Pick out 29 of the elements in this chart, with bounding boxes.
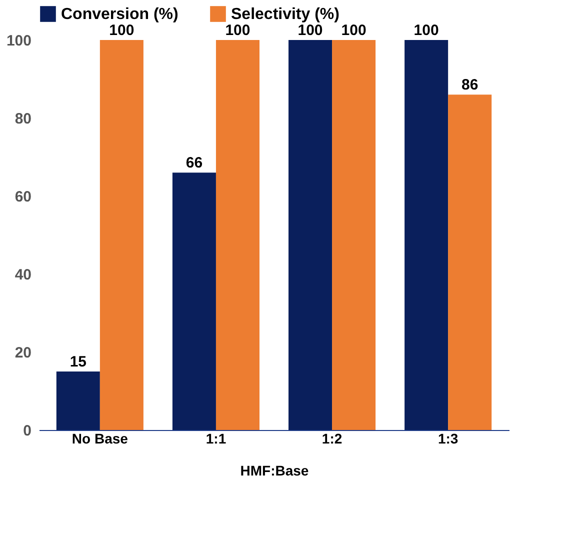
legend-label: Conversion (%): [61, 6, 178, 23]
x-axis-title: HMF:Base: [240, 462, 309, 478]
x-tick-label: 1:3: [438, 430, 458, 446]
bar: [100, 40, 144, 430]
legend-label: Selectivity (%): [231, 6, 340, 23]
y-tick-label: 0: [23, 422, 32, 440]
bar: [216, 40, 260, 430]
x-tick-label: 1:1: [206, 430, 226, 446]
data-label: 100: [109, 22, 134, 39]
y-tick-label: 40: [14, 266, 32, 284]
bar: [172, 172, 216, 430]
data-label: 100: [414, 22, 439, 39]
x-tick-label: 1:2: [322, 430, 342, 446]
data-label: 100: [341, 22, 366, 39]
data-label: 100: [298, 22, 323, 39]
bar: [332, 40, 376, 430]
data-label: 100: [225, 22, 250, 39]
y-tick-label: 20: [14, 344, 32, 362]
bar: [288, 40, 332, 430]
data-label: 86: [461, 76, 478, 94]
bar: [56, 372, 100, 430]
bar: [404, 40, 448, 430]
data-label: 66: [186, 154, 203, 172]
bar: [448, 94, 492, 430]
x-tick-label: No Base: [72, 430, 128, 446]
y-tick-label: 60: [14, 188, 32, 206]
data-label: 15: [70, 354, 87, 370]
y-tick-label: 100: [6, 32, 32, 50]
y-tick-label: 80: [14, 110, 32, 128]
